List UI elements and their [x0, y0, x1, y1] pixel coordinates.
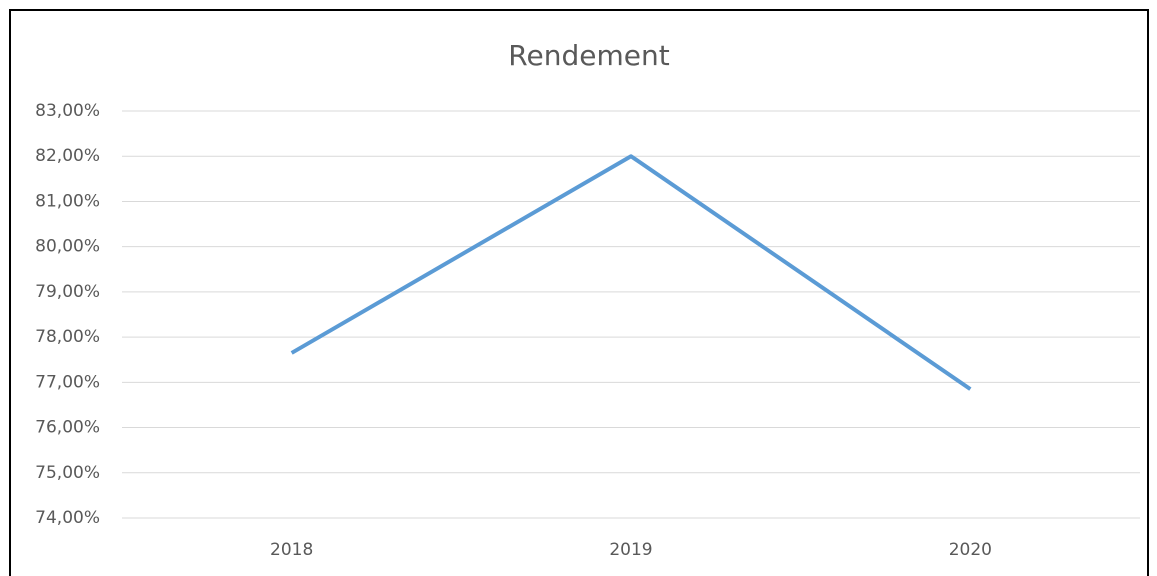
y-tick-label: 80,00%	[35, 237, 100, 257]
y-tick-label: 79,00%	[35, 282, 100, 302]
y-tick-label: 77,00%	[35, 372, 100, 392]
y-tick-label: 81,00%	[35, 191, 100, 211]
y-tick-label: 76,00%	[35, 418, 100, 438]
y-tick-label: 83,00%	[35, 101, 100, 121]
chart-title: Rendement	[508, 39, 669, 72]
x-tick-label: 2019	[609, 540, 652, 560]
y-tick-label: 75,00%	[35, 463, 100, 483]
x-tick-label: 2018	[270, 540, 313, 560]
data-line	[290, 154, 972, 391]
y-tick-label: 82,00%	[35, 146, 100, 166]
x-tick-label: 2020	[949, 540, 992, 560]
y-tick-label: 78,00%	[35, 327, 100, 347]
chart-border	[9, 9, 1149, 576]
y-tick-label: 74,00%	[35, 508, 100, 528]
